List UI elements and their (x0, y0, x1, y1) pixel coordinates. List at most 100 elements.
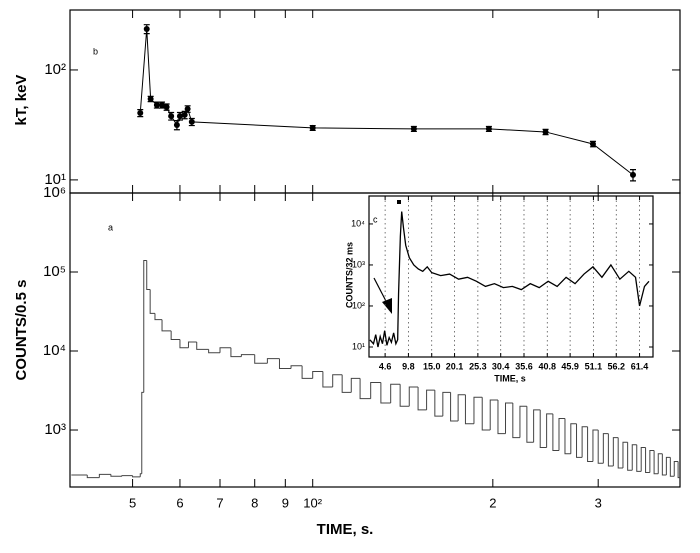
light-curve-step (564, 418, 571, 455)
light-curve-step (417, 387, 427, 411)
x-tick-label: 20.1 (446, 361, 464, 371)
light-curve-step (380, 382, 391, 404)
light-curve-step (592, 429, 599, 462)
inset-frame (368, 195, 654, 358)
light-curve-step (254, 354, 268, 364)
light-curve-step (179, 339, 189, 349)
light-curve-step (533, 409, 541, 443)
x-tick-label: 3 (595, 495, 602, 510)
light-curve-step (290, 365, 303, 369)
data-point (410, 125, 417, 132)
x-tick-label: 10² (303, 495, 322, 510)
x-tick-label: 35.6 (515, 361, 533, 371)
top-panel-frame (69, 9, 681, 194)
light-curve-step (587, 426, 593, 462)
light-curve-step (434, 390, 443, 417)
y-tick-label: 10⁶ (43, 184, 66, 201)
light-curve-step (519, 405, 527, 438)
data-point (485, 125, 492, 132)
light-curve-step (161, 319, 172, 332)
data-point (176, 113, 183, 120)
light-curve-step (350, 377, 361, 393)
light-curve-step (146, 260, 151, 291)
light-curve-step (558, 417, 565, 451)
light-curve-step (457, 394, 466, 422)
light-curve-step (170, 330, 180, 340)
light-curve-step (505, 402, 513, 434)
light-curve-step (581, 426, 588, 458)
panel-label: c (373, 214, 378, 224)
x-tick-label: 7 (216, 495, 223, 510)
light-curve-step (640, 447, 646, 472)
light-curve-step (139, 473, 142, 477)
light-curve-step (669, 457, 675, 477)
inset-x-axis-title: TIME, s (494, 373, 526, 383)
light-curve-step (597, 430, 604, 464)
light-curve-step (408, 386, 419, 407)
light-curve-step (570, 423, 577, 454)
light-curve-step (121, 475, 133, 477)
light-curve-step (526, 406, 534, 443)
data-point (630, 171, 636, 178)
light-curve-step (332, 374, 343, 388)
light-curve-step (154, 313, 163, 321)
x-tick-label: 40.8 (539, 361, 557, 371)
bottom-panel-frame (69, 192, 681, 488)
y-tick-label: 10⁴ (43, 342, 66, 359)
light-curve-step (546, 413, 553, 448)
inset-y-axis-title: COUNTS/32 ms (344, 242, 354, 308)
y-tick-label: 10¹ (44, 171, 66, 188)
y-tick-label: 10¹ (352, 341, 365, 351)
data-point (589, 141, 596, 148)
y-tick-label: 10² (352, 300, 365, 310)
light-curve-step (149, 289, 155, 314)
light-curve-step (187, 341, 197, 348)
light-curve-step (631, 444, 637, 471)
x-tick-label: 8 (251, 495, 258, 510)
y-tick-label: 10² (44, 61, 66, 78)
light-curve-step (636, 444, 642, 472)
x-tick-label: 51.1 (585, 361, 603, 371)
data-point (143, 25, 150, 32)
light-curve-step (399, 384, 410, 407)
light-curve-step (661, 453, 667, 476)
data-point (309, 124, 316, 131)
light-curve-step (141, 391, 144, 474)
data-point (159, 101, 166, 108)
light-curve-step (322, 371, 333, 388)
data-point (163, 104, 170, 111)
panel-label: a (108, 222, 113, 232)
data-point (173, 121, 180, 128)
light-curve-step (673, 460, 679, 477)
x-tick-label: 9 (282, 495, 289, 510)
y-axis-title: COUNTS/0.5 s (13, 280, 30, 381)
light-curve-step (576, 423, 583, 458)
light-curve-step (390, 383, 401, 403)
light-curve-step (645, 447, 650, 473)
light-curve-step (240, 354, 255, 357)
light-curve-step (653, 450, 659, 475)
light-curve-step (473, 396, 483, 424)
arrow-shaft (373, 277, 389, 306)
x-axis-title: TIME, s. (317, 521, 374, 538)
light-curve-step (132, 475, 141, 478)
light-curve-step (98, 473, 111, 478)
x-tick-label: 4.6 (379, 361, 392, 371)
light-curve-step (341, 374, 352, 393)
light-curve-step (481, 397, 491, 431)
data-point (147, 95, 154, 102)
light-curve-step (208, 349, 221, 354)
light-curve-step (602, 433, 609, 464)
light-curve-step (196, 342, 209, 350)
data-point (137, 109, 144, 116)
data-point (153, 101, 160, 108)
x-tick-label: 45.9 (561, 361, 579, 371)
x-tick-label: 5 (129, 495, 136, 510)
y-tick-label: 10⁵ (43, 263, 66, 280)
data-point (188, 118, 195, 125)
light-curve-step (301, 365, 313, 379)
light-curve-step (230, 347, 242, 358)
data-point (181, 111, 188, 118)
light-curve-step (622, 441, 628, 469)
